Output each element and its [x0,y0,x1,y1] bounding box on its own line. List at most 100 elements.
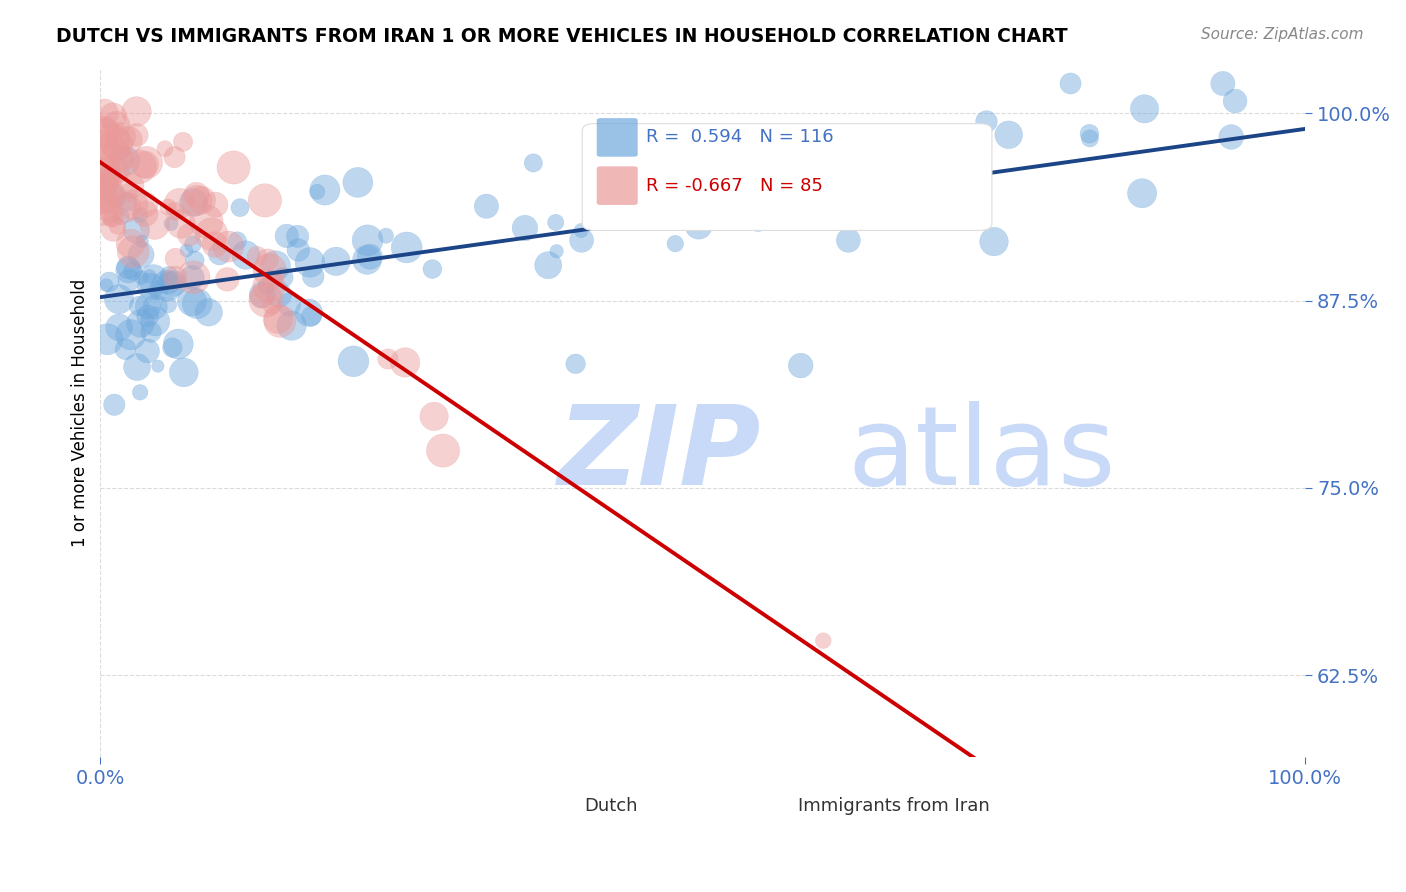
Point [120,236,142,251]
Point [183,195,205,210]
Point [105,118,128,132]
Point [271,270,294,285]
Point [569,223,592,237]
Point [101,165,124,179]
Point [186,296,208,310]
Point [160,217,183,231]
Point [114,153,136,168]
Point [165,270,187,285]
Point [143,314,166,328]
Point [276,228,298,243]
Point [131,270,153,285]
Point [98,202,121,216]
Point [422,262,444,277]
Point [204,237,226,252]
Point [93,178,115,193]
Point [103,221,125,235]
Point [117,133,139,147]
Point [229,201,252,215]
Point [356,252,378,267]
Point [105,142,128,156]
Point [314,183,336,197]
Point [262,273,284,287]
Point [875,187,897,202]
Point [181,270,204,285]
Point [976,114,998,128]
Point [93,138,115,153]
Point [222,161,245,175]
FancyBboxPatch shape [529,795,581,818]
Point [98,174,121,188]
Point [163,204,186,219]
Point [125,104,148,119]
Point [162,277,184,291]
Point [1078,131,1101,145]
Point [259,263,281,277]
Text: ZIP: ZIP [558,401,762,508]
Point [98,171,121,186]
Point [257,279,280,293]
Point [129,385,152,400]
Point [983,235,1005,249]
Point [394,355,416,369]
Text: Source: ZipAtlas.com: Source: ZipAtlas.com [1201,27,1364,42]
Point [165,252,187,266]
Point [246,249,269,263]
Point [887,203,910,218]
Point [128,299,150,313]
Point [162,341,184,355]
Point [755,184,778,198]
Text: atlas: atlas [848,401,1116,508]
Point [183,270,205,285]
Point [93,106,115,120]
Point [176,244,198,258]
Point [269,314,291,328]
Point [789,359,811,373]
Point [965,178,987,192]
Point [135,155,157,169]
Point [267,312,290,326]
Point [143,218,166,232]
Point [1130,186,1153,201]
Point [110,210,132,224]
Point [537,258,560,272]
Point [280,318,302,333]
Point [98,183,121,197]
Point [142,272,165,286]
Point [157,276,180,290]
Point [200,227,222,241]
Point [195,214,218,228]
Point [664,236,686,251]
Point [139,279,162,293]
Point [110,152,132,166]
Point [128,160,150,174]
Point [513,221,536,235]
Point [96,332,118,346]
Point [156,200,179,214]
Point [1212,77,1234,91]
Point [110,129,132,144]
Point [93,123,115,137]
Point [254,279,277,293]
Point [375,228,398,243]
Point [93,194,115,208]
Point [546,244,568,259]
Point [688,219,710,233]
FancyBboxPatch shape [596,118,638,157]
Point [191,193,214,207]
Point [93,167,115,181]
Point [997,128,1019,142]
Point [129,248,152,262]
Point [120,178,142,193]
Point [108,320,131,334]
Point [98,170,121,185]
Point [226,234,249,248]
Point [131,235,153,249]
Point [256,252,278,267]
Point [197,305,219,319]
Point [356,233,378,247]
Point [298,306,321,320]
Point [544,215,567,229]
Point [105,136,128,151]
Point [264,259,287,273]
